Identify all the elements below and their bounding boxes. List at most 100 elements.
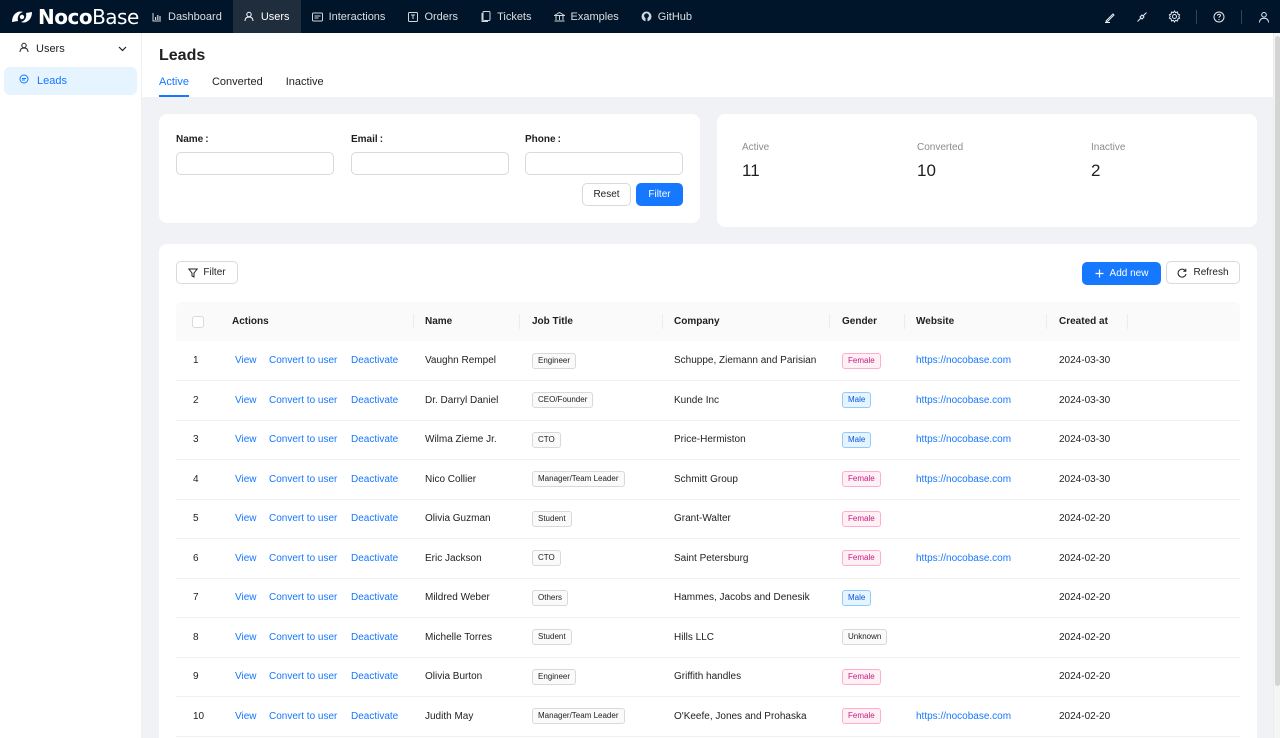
nav-interactions[interactable]: Interactions: [301, 0, 397, 33]
page-scrollbar[interactable]: [1273, 33, 1280, 738]
convert-to-user-link[interactable]: Convert to user: [269, 434, 338, 445]
table-row: 8 View Convert to user Deactivate Michel…: [176, 618, 1240, 658]
gender-tag: Female: [842, 708, 881, 724]
website-link[interactable]: https://nocobase.com: [916, 434, 1012, 445]
convert-to-user-link[interactable]: Convert to user: [269, 552, 338, 564]
deactivate-link[interactable]: Deactivate: [351, 552, 399, 564]
deactivate-link[interactable]: Deactivate: [351, 671, 399, 682]
deactivate-link[interactable]: Deactivate: [351, 710, 399, 722]
website-link[interactable]: https://nocobase.com: [916, 552, 1012, 564]
website-link[interactable]: https://nocobase.com: [916, 473, 1012, 485]
company-name: Schmitt Group: [674, 473, 738, 485]
top-navbar: NocoBase Dashboard Users Interactions Or…: [0, 0, 1280, 33]
deactivate-link[interactable]: Deactivate: [351, 513, 399, 524]
tab-inactive[interactable]: Inactive: [285, 76, 324, 88]
job-title-tag: CTO: [532, 550, 561, 566]
convert-to-user-link[interactable]: Convert to user: [269, 592, 338, 603]
website-link[interactable]: https://nocobase.com: [916, 394, 1012, 406]
header-created-at[interactable]: Created at: [1059, 316, 1108, 327]
stat-value: 10: [917, 161, 936, 180]
deactivate-link[interactable]: Deactivate: [351, 355, 399, 366]
view-link[interactable]: View: [235, 552, 257, 564]
page-header: Leads Active Converted Inactive: [142, 33, 1273, 97]
stat-label: Inactive: [1091, 142, 1126, 153]
table-row: 10 View Convert to user Deactivate Judit…: [176, 697, 1240, 737]
nav-tickets[interactable]: Tickets: [469, 0, 542, 33]
tab-active[interactable]: Active: [159, 76, 189, 97]
sidebar-item-leads[interactable]: Leads: [4, 67, 137, 95]
view-link[interactable]: View: [235, 710, 257, 722]
convert-to-user-link[interactable]: Convert to user: [269, 473, 338, 485]
convert-to-user-link[interactable]: Convert to user: [269, 631, 338, 643]
header-website[interactable]: Website: [916, 316, 955, 327]
table-row: 3 View Convert to user Deactivate Wilma …: [176, 420, 1240, 460]
deactivate-link[interactable]: Deactivate: [351, 473, 399, 485]
deactivate-link[interactable]: Deactivate: [351, 434, 399, 445]
nav-github[interactable]: GitHub: [630, 0, 703, 33]
sidebar-item-label: Leads: [37, 75, 67, 87]
header-job-title[interactable]: Job Title: [532, 316, 573, 327]
sidebar-group-users[interactable]: Users: [0, 33, 141, 65]
scrollbar-thumb[interactable]: [1275, 36, 1280, 686]
plugin-icon[interactable]: [1126, 0, 1158, 33]
view-link[interactable]: View: [235, 671, 257, 682]
tab-converted[interactable]: Converted: [211, 76, 263, 88]
stat-value: 11: [742, 161, 760, 180]
reset-button[interactable]: Reset: [582, 183, 631, 206]
help-icon[interactable]: [1203, 0, 1235, 33]
created-at: 2024-03-30: [1059, 473, 1111, 485]
app-logo[interactable]: NocoBase: [0, 0, 140, 33]
add-new-label: Add new: [1109, 268, 1149, 279]
add-new-button[interactable]: Add new: [1082, 262, 1161, 285]
lead-name: Judith May: [425, 710, 474, 722]
select-all-checkbox[interactable]: [192, 302, 204, 341]
gender-tag: Female: [842, 550, 881, 566]
name-field-label: Name:: [176, 134, 209, 145]
github-icon: [641, 11, 652, 22]
created-at: 2024-02-20: [1059, 710, 1111, 722]
website-link[interactable]: https://nocobase.com: [916, 710, 1012, 722]
filter-submit-button[interactable]: Filter: [636, 183, 683, 206]
view-link[interactable]: View: [235, 394, 257, 406]
convert-to-user-link[interactable]: Convert to user: [269, 671, 338, 682]
highlighter-icon[interactable]: [1094, 0, 1126, 33]
convert-to-user-link[interactable]: Convert to user: [269, 513, 338, 524]
table-row: 6 View Convert to user Deactivate Eric J…: [176, 539, 1240, 579]
main-nav: Dashboard Users Interactions Orders Tick…: [140, 0, 703, 33]
refresh-button[interactable]: Refresh: [1166, 261, 1240, 284]
nav-users[interactable]: Users: [232, 0, 301, 33]
job-title-tag: Manager/Team Leader: [532, 708, 625, 724]
deactivate-link[interactable]: Deactivate: [351, 394, 399, 406]
convert-to-user-link[interactable]: Convert to user: [269, 394, 338, 406]
header-company[interactable]: Company: [674, 316, 720, 327]
nav-examples[interactable]: Examples: [543, 0, 630, 33]
lead-name: Mildred Weber: [425, 592, 490, 603]
phone-input[interactable]: [525, 152, 683, 175]
gender-tag: Female: [842, 668, 881, 685]
settings-icon[interactable]: [1158, 0, 1190, 33]
nocobase-logo-icon: [12, 10, 32, 23]
deactivate-link[interactable]: Deactivate: [351, 592, 399, 603]
deactivate-link[interactable]: Deactivate: [351, 631, 399, 643]
top-right-toolbar: [1094, 0, 1280, 33]
view-link[interactable]: View: [235, 434, 257, 445]
view-link[interactable]: View: [235, 513, 257, 524]
header-name[interactable]: Name: [425, 316, 453, 327]
name-input[interactable]: [176, 152, 334, 175]
table-filter-button[interactable]: Filter: [176, 261, 238, 284]
header-gender[interactable]: Gender: [842, 316, 878, 327]
row-number: 7: [193, 592, 199, 603]
view-link[interactable]: View: [235, 355, 257, 366]
email-input[interactable]: [351, 152, 509, 175]
nav-orders[interactable]: Orders: [396, 0, 469, 33]
nav-orders-label: Orders: [424, 10, 459, 23]
convert-to-user-link[interactable]: Convert to user: [269, 355, 338, 366]
column-divider: [904, 314, 905, 329]
view-link[interactable]: View: [235, 631, 257, 643]
view-link[interactable]: View: [235, 592, 257, 603]
account-icon[interactable]: [1248, 0, 1280, 33]
nav-dashboard[interactable]: Dashboard: [140, 0, 233, 33]
view-link[interactable]: View: [235, 473, 257, 485]
website-link[interactable]: https://nocobase.com: [916, 355, 1012, 366]
convert-to-user-link[interactable]: Convert to user: [269, 710, 338, 722]
